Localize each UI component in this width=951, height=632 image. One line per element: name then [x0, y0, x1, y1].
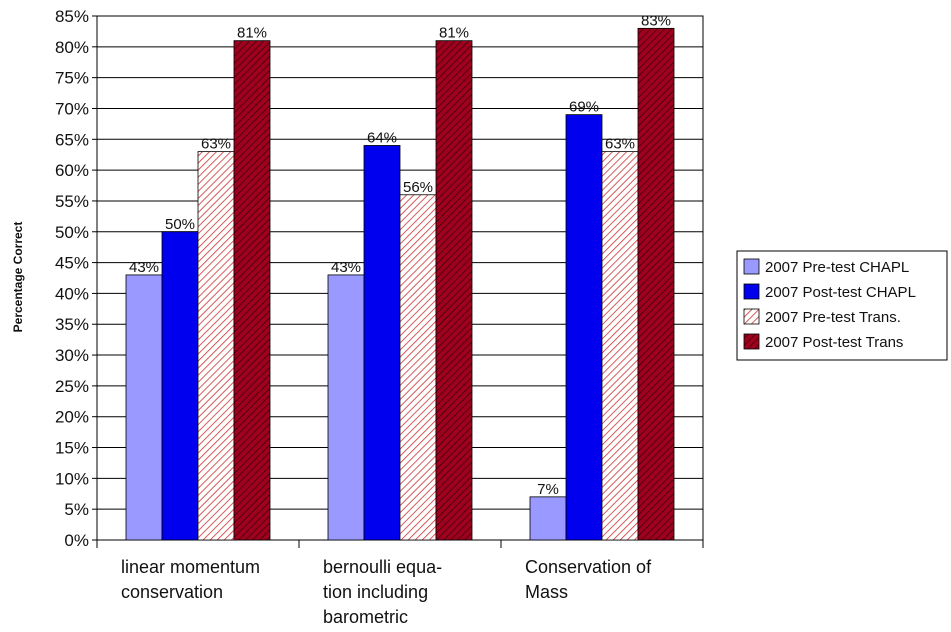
y-tick-label: 25% — [55, 377, 89, 396]
plot-area: 0% 5% 10% 15% 20% 25% 30% 35% 40% 45% 50% 55% 60% 65%… — [55, 7, 704, 627]
bar — [161, 231, 199, 541]
y-tick-label: 10% — [55, 469, 89, 488]
data-label: 56% — [403, 179, 433, 196]
y-tick-label: 45% — [55, 254, 89, 273]
legend-swatch — [743, 258, 760, 275]
y-tick-label: 20% — [55, 408, 89, 427]
legend-label: 2007 Post-test Trans — [765, 334, 903, 351]
x-category-label: barometric — [323, 607, 408, 627]
bar — [565, 114, 603, 541]
bar — [529, 496, 567, 541]
y-tick-label: 15% — [55, 439, 89, 458]
legend-label: 2007 Post-test CHAPL — [765, 284, 916, 301]
legend: 2007 Pre-test CHAPL 2007 Post-test CHAPL 2… — [736, 250, 948, 361]
data-label: 63% — [605, 136, 635, 153]
y-tick-label: 80% — [55, 38, 89, 57]
bar — [327, 274, 365, 541]
data-label: 81% — [237, 25, 267, 42]
bar — [233, 40, 271, 541]
data-label: 63% — [201, 136, 231, 153]
legend-label: 2007 Pre-test Trans. — [765, 309, 901, 326]
bar — [601, 151, 639, 541]
data-label: 81% — [439, 25, 469, 42]
bar — [637, 27, 675, 541]
bar — [435, 40, 473, 541]
y-tick-label: 60% — [55, 161, 89, 180]
data-label: 43% — [129, 259, 159, 276]
y-tick-label: 50% — [55, 223, 89, 242]
bar — [125, 274, 163, 541]
legend-label: 2007 Pre-test CHAPL — [765, 259, 909, 276]
y-tick-label: 70% — [55, 99, 89, 118]
legend-swatch — [743, 333, 760, 350]
legend-swatch — [743, 308, 760, 325]
bar — [399, 194, 437, 541]
y-tick-label: 40% — [55, 284, 89, 303]
y-axis-label: Percentage Correct — [11, 222, 25, 333]
x-category-label: tion including — [323, 582, 428, 602]
y-tick-label: 55% — [55, 192, 89, 211]
y-tick-label: 0% — [64, 531, 89, 550]
x-category-label: conservation — [121, 582, 223, 602]
data-label: 7% — [537, 481, 559, 498]
data-label: 83% — [641, 12, 671, 29]
y-tick-label: 65% — [55, 130, 89, 149]
bar — [363, 145, 401, 541]
data-label: 64% — [367, 129, 397, 146]
x-category-label: Mass — [525, 582, 568, 602]
legend-box — [736, 250, 948, 361]
y-tick-label: 85% — [55, 7, 89, 26]
x-category-label: Conservation of — [525, 557, 652, 577]
legend-swatch — [743, 283, 760, 300]
x-category-label: bernoulli equa- — [323, 557, 442, 577]
y-tick-label: 75% — [55, 69, 89, 88]
y-tick-label: 30% — [55, 346, 89, 365]
bar — [197, 151, 235, 541]
y-tick-label: 5% — [64, 500, 89, 519]
data-label: 43% — [331, 259, 361, 276]
data-label: 69% — [569, 99, 599, 116]
data-label: 50% — [165, 216, 195, 233]
y-tick-label: 35% — [55, 315, 89, 334]
x-category-label: linear momentum — [121, 557, 260, 577]
